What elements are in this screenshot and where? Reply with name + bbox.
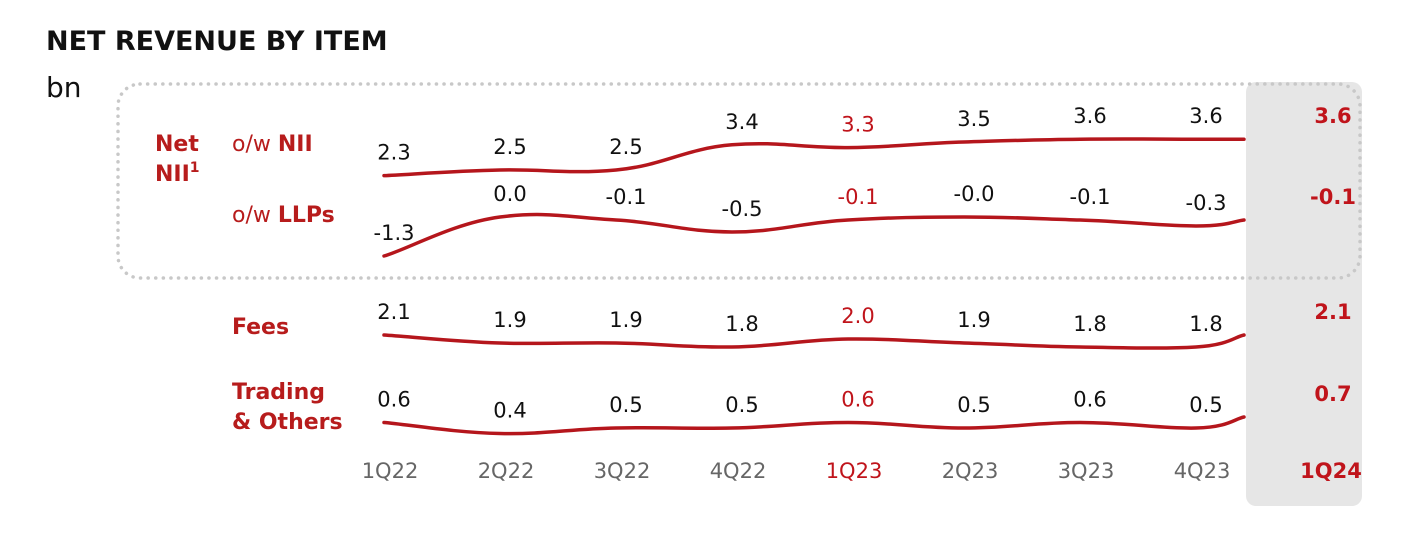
value-label-trading-3q23: 0.6 (1073, 388, 1106, 412)
unit-label: bn (46, 71, 82, 104)
group-label-nii-text: NII (155, 162, 190, 187)
value-label-trading-3q22: 0.5 (609, 393, 642, 417)
value-label-nii-3q23: 3.6 (1073, 104, 1106, 128)
value-label-nii-1q22: 2.3 (377, 141, 410, 165)
value-label-trading-1q24: 0.7 (1314, 382, 1351, 406)
value-label-nii-3q22: 2.5 (609, 135, 642, 159)
value-label-fees-1q23: 2.0 (841, 304, 874, 328)
value-label-llps-1q24: -0.1 (1310, 185, 1356, 209)
x-tick-4q22: 4Q22 (710, 459, 767, 483)
current-period-highlight (1246, 82, 1362, 506)
series-line-trading (382, 415, 1246, 436)
series-layer (382, 137, 1246, 436)
row-label-nii: o/w NII (232, 132, 313, 157)
value-label-fees-4q22: 1.8 (725, 312, 758, 336)
x-tick-1q24: 1Q24 (1300, 459, 1362, 483)
value-label-fees-2q23: 1.9 (957, 308, 990, 332)
value-label-llps-3q22: -0.1 (606, 185, 647, 209)
row-label-trading-line1: Trading (232, 380, 325, 405)
row-label-llps-prefix: o/w (232, 203, 278, 228)
value-label-trading-1q22: 0.6 (377, 388, 410, 412)
value-label-nii-4q22: 3.4 (725, 110, 758, 134)
x-tick-1q22: 1Q22 (362, 459, 419, 483)
row-label-nii-prefix: o/w (232, 132, 278, 157)
value-label-llps-2q23: -0.0 (954, 182, 995, 206)
value-label-trading-4q23: 0.5 (1189, 393, 1222, 417)
value-label-trading-2q22: 0.4 (493, 399, 526, 423)
footnote-marker: 1 (190, 160, 200, 176)
group-label-net: Net (155, 132, 199, 157)
series-line-nii (382, 137, 1246, 178)
value-labels: 2.3 2.5 2.5 3.4 3.3 3.5 3.6 3.6 3.6 -1.3 0.0 -0.1 -0… (374, 104, 1356, 422)
value-label-nii-1q23: 3.3 (841, 113, 874, 137)
value-label-nii-1q24: 3.6 (1314, 104, 1351, 128)
x-tick-3q22: 3Q22 (594, 459, 651, 483)
value-label-llps-1q23: -0.1 (838, 185, 879, 209)
value-label-trading-4q22: 0.5 (725, 393, 758, 417)
value-label-nii-2q23: 3.5 (957, 107, 990, 131)
x-tick-2q22: 2Q22 (478, 459, 535, 483)
value-label-llps-2q22: 0.0 (493, 182, 526, 206)
row-label-nii-bold: NII (278, 132, 313, 157)
net-nii-group-box (116, 82, 1362, 280)
value-label-trading-2q23: 0.5 (957, 393, 990, 417)
x-tick-4q23: 4Q23 (1174, 459, 1231, 483)
x-tick-2q23: 2Q23 (942, 459, 999, 483)
value-label-llps-1q22: -1.3 (374, 221, 415, 245)
value-label-nii-2q22: 2.5 (493, 135, 526, 159)
row-label-trading-line2: & Others (232, 410, 343, 435)
value-label-llps-4q23: -0.3 (1186, 191, 1227, 215)
group-label-nii: NII1 (155, 160, 200, 187)
value-label-fees-4q23: 1.8 (1189, 312, 1222, 336)
row-label-fees: Fees (232, 315, 289, 340)
value-label-trading-1q23: 0.6 (841, 388, 874, 412)
value-label-nii-4q23: 3.6 (1189, 104, 1222, 128)
x-tick-3q23: 3Q23 (1058, 459, 1115, 483)
value-label-fees-2q22: 1.9 (493, 308, 526, 332)
row-label-llps-bold: LLPs (278, 203, 335, 228)
x-axis-ticks: 1Q22 2Q22 3Q22 4Q22 1Q23 2Q23 3Q23 4Q23 1Q24 (362, 459, 1362, 483)
value-label-llps-4q22: -0.5 (722, 197, 763, 221)
series-line-fees (382, 333, 1246, 350)
value-label-fees-1q22: 2.1 (377, 300, 410, 324)
value-label-fees-3q22: 1.9 (609, 308, 642, 332)
value-label-fees-3q23: 1.8 (1073, 312, 1106, 336)
x-tick-1q23: 1Q23 (826, 459, 883, 483)
series-line-llps (382, 212, 1246, 258)
chart-title: NET REVENUE BY ITEM (46, 26, 388, 57)
value-label-fees-1q24: 2.1 (1314, 300, 1351, 324)
value-label-llps-3q23: -0.1 (1070, 185, 1111, 209)
row-label-llps: o/w LLPs (232, 203, 335, 228)
